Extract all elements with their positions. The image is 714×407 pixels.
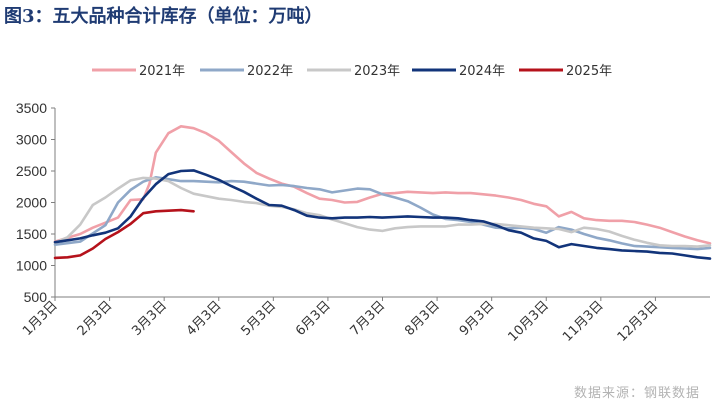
x-tick-label: 10月3日: [506, 298, 553, 345]
legend-label: 2023年: [354, 64, 400, 79]
legend-label: 2021年: [139, 64, 185, 79]
y-tick-label: 500: [24, 289, 48, 305]
legend-label: 2025年: [566, 64, 612, 79]
series-line-2023年: [53, 176, 712, 248]
x-tick-label: 11月3日: [560, 298, 607, 345]
y-tick-label: 1500: [16, 226, 47, 242]
legend-label: 2022年: [247, 64, 293, 79]
y-tick-label: 2000: [16, 195, 47, 211]
series-line-2022年: [53, 176, 712, 251]
series-line-2024年: [53, 169, 712, 260]
series-line-2025年: [53, 208, 195, 260]
y-tick-label: 2500: [16, 163, 47, 179]
y-tick-label: 3500: [16, 100, 47, 116]
chart-title: 图3：五大品种合计库存（单位：万吨）: [4, 6, 323, 27]
legend: 2021年 2022年 2023年 2024年 2025年: [92, 64, 612, 79]
y-tick-label: 1000: [16, 258, 47, 274]
x-tick-label: 7月3日: [348, 298, 389, 339]
x-tick-label: 12月3日: [615, 298, 662, 345]
series-lines: [53, 125, 712, 260]
series-line-2021年: [53, 125, 712, 245]
x-tick-label: 5月3日: [238, 298, 279, 339]
x-tick-label: 6月3日: [293, 298, 334, 339]
x-tick-label: 3月3日: [129, 298, 170, 339]
legend-label: 2024年: [459, 64, 505, 79]
x-tick-label: 9月3日: [457, 298, 498, 339]
y-tick-label: 3000: [16, 132, 47, 148]
x-tick-label: 2月3日: [75, 298, 116, 339]
data-source-note: 数据来源：钢联数据: [573, 386, 700, 401]
x-tick-label: 4月3日: [184, 298, 225, 339]
x-tick-label: 8月3日: [402, 298, 443, 339]
